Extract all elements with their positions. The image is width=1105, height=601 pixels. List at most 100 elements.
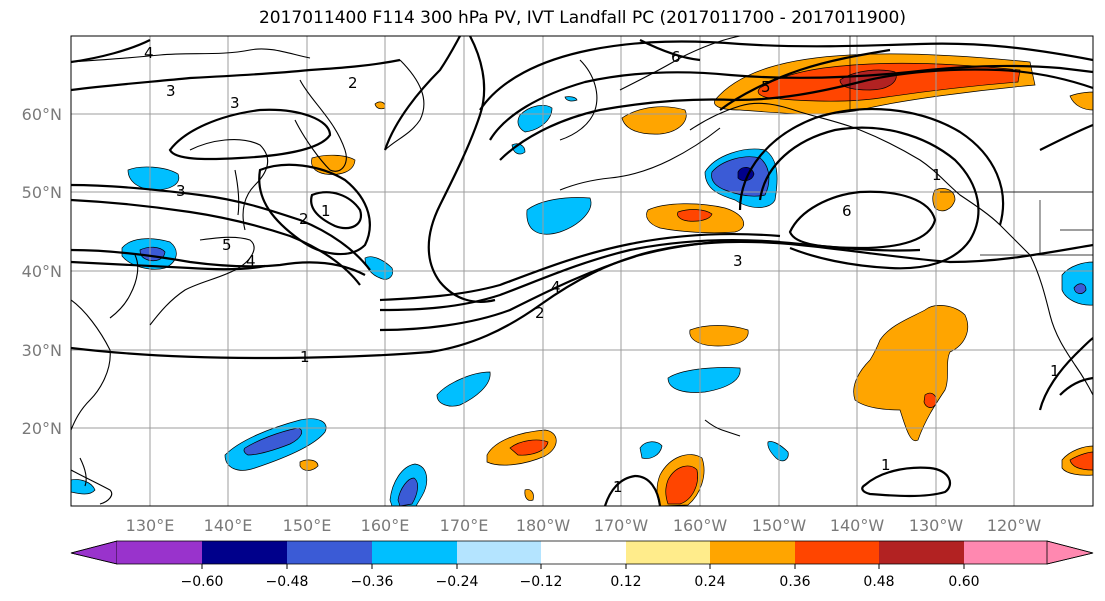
contour-jet-west-mid xyxy=(71,198,361,286)
lat-label: 30°N xyxy=(22,341,62,360)
contour-alaska-ridge xyxy=(479,40,1093,111)
lon-label: 170°E xyxy=(440,516,489,535)
contour-label: 5 xyxy=(222,236,232,254)
contour-1 xyxy=(71,240,1093,360)
colorbar-bin xyxy=(117,541,202,564)
contour-label: 1 xyxy=(1050,362,1060,380)
negative-anomaly-hawaii xyxy=(639,441,663,459)
positive-anomaly-east-pacific-core xyxy=(923,392,937,408)
lon-label: 150°E xyxy=(283,516,332,535)
positive-anomaly-hawaii-south-core xyxy=(665,465,698,505)
lon-label: 140°E xyxy=(204,516,253,535)
positive-anomaly-bering xyxy=(621,106,687,135)
negative-anomaly-kamchatka xyxy=(127,166,180,191)
positive-anomaly-oregon xyxy=(932,188,956,212)
negative-anomaly-california xyxy=(1061,261,1093,306)
positive-anomaly-baja-core xyxy=(1069,451,1093,471)
colorbar-bin xyxy=(964,541,1047,564)
contour-labels: 4 3 3 2 6 5 3 2 1 5 4 6 4 3 2 1 1 1 1 1 xyxy=(144,44,1060,496)
contour-alaska-ridge-2 xyxy=(489,64,1093,141)
contour-label: 6 xyxy=(842,202,852,220)
contour-6-top xyxy=(639,39,701,62)
coast-bering xyxy=(559,59,598,141)
colorbar-tick-label: −0.48 xyxy=(266,574,309,590)
colorbar-bin xyxy=(202,541,287,564)
contour-1-hawaii xyxy=(603,474,662,506)
positive-anomaly-north-pacific-core xyxy=(677,209,713,222)
contour-4-east xyxy=(738,107,1005,226)
lon-label: 130°W xyxy=(909,516,964,535)
contour-label: 1 xyxy=(300,348,310,366)
lon-label: 160°W xyxy=(673,516,728,535)
colorbar-bin xyxy=(541,541,626,564)
contour-4-west xyxy=(71,260,266,271)
contour-2-lower xyxy=(379,239,921,332)
positive-anomaly-east-pacific xyxy=(853,305,969,442)
colorbar-tick-labels: −0.60 −0.48 −0.36 −0.24 −0.12 0.12 0.24 … xyxy=(181,574,980,590)
lon-label: 120°W xyxy=(987,516,1042,535)
contour-label: 6 xyxy=(671,48,681,66)
latitude-labels: 60°N 50°N 40°N 30°N 20°N xyxy=(22,105,62,438)
positive-anomaly-subtropics-core xyxy=(509,439,549,456)
lat-label: 60°N xyxy=(22,105,62,124)
contour-jet-west-low xyxy=(71,248,366,276)
colorbar-extend-low xyxy=(70,540,118,565)
lat-label: 20°N xyxy=(22,419,62,438)
lon-label: 170°W xyxy=(594,516,649,535)
longitude-labels: 130°E 140°E 150°E 160°E 170°E 180°W 170°… xyxy=(126,516,1042,535)
colorbar-tick-label: 0.60 xyxy=(948,574,979,590)
colorbar-tick-label: 0.48 xyxy=(863,574,894,590)
contour-label: 1 xyxy=(613,478,623,496)
lon-label: 130°E xyxy=(126,516,175,535)
negative-anomaly-aleutian xyxy=(526,197,592,235)
coast-taiwan xyxy=(79,457,87,487)
coast-alaska-west xyxy=(619,36,741,91)
contour-3-nw xyxy=(168,108,332,161)
coast-aleutians xyxy=(559,127,721,191)
contour-label: 4 xyxy=(144,44,154,62)
contour-5-alaska xyxy=(719,48,891,111)
shaded-anomalies xyxy=(71,53,1093,506)
colorbar-tick-label: 0.12 xyxy=(610,574,641,590)
negative-anomaly-small-2 xyxy=(564,96,578,102)
colorbar-tick-label: −0.12 xyxy=(520,574,563,590)
colorbar-tick-label: −0.36 xyxy=(351,574,394,590)
lon-label: 150°W xyxy=(752,516,807,535)
graticule xyxy=(71,36,1093,506)
contour-jet-west-upper xyxy=(71,183,371,271)
map-plot-area: 4 3 3 2 6 5 3 2 1 5 4 6 4 3 2 1 1 1 1 1 xyxy=(71,36,1093,506)
contour-label: 3 xyxy=(733,252,743,270)
colorbar-bin xyxy=(372,541,457,564)
negative-anomaly-hawaii-east xyxy=(767,441,789,462)
negative-anomaly-subtropical-core xyxy=(397,477,418,506)
lon-label: 140°W xyxy=(830,516,885,535)
coast-kamchatka xyxy=(294,79,347,172)
contour-okhotsk-loop xyxy=(258,163,371,256)
contour-label: 4 xyxy=(551,278,561,296)
coast-siberia xyxy=(71,48,311,63)
coast-states xyxy=(980,200,1093,256)
contour-1-east xyxy=(861,466,952,498)
colorbar-bin xyxy=(795,541,879,564)
contour-label: 2 xyxy=(299,210,309,228)
colorbar-bin xyxy=(879,541,964,564)
contour-label: 2 xyxy=(535,304,545,322)
contour-label: 5 xyxy=(761,78,771,96)
map-frame xyxy=(70,35,1094,507)
colorbar-tick-label: −0.24 xyxy=(436,574,479,590)
positive-anomaly-central-pacific xyxy=(689,325,749,347)
colorbar-bin xyxy=(626,541,710,564)
contour-label: 3 xyxy=(230,94,240,112)
colorbar: −0.60 −0.48 −0.36 −0.24 −0.12 0.12 0.24 … xyxy=(70,540,1094,590)
colorbar-tick-label: −0.60 xyxy=(181,574,224,590)
contour-small-2 xyxy=(310,191,363,230)
coast-canada-border xyxy=(849,36,1093,193)
lon-label: 160°E xyxy=(361,516,410,535)
negative-anomaly-marianas-core xyxy=(243,427,303,456)
coast-chukotka xyxy=(384,59,425,151)
colorbar-bin xyxy=(287,541,372,564)
negative-anomaly-central xyxy=(667,367,741,393)
positive-anomaly-small-2 xyxy=(524,489,534,501)
contour-label: 1 xyxy=(932,166,942,184)
coast-bc xyxy=(999,224,1031,256)
